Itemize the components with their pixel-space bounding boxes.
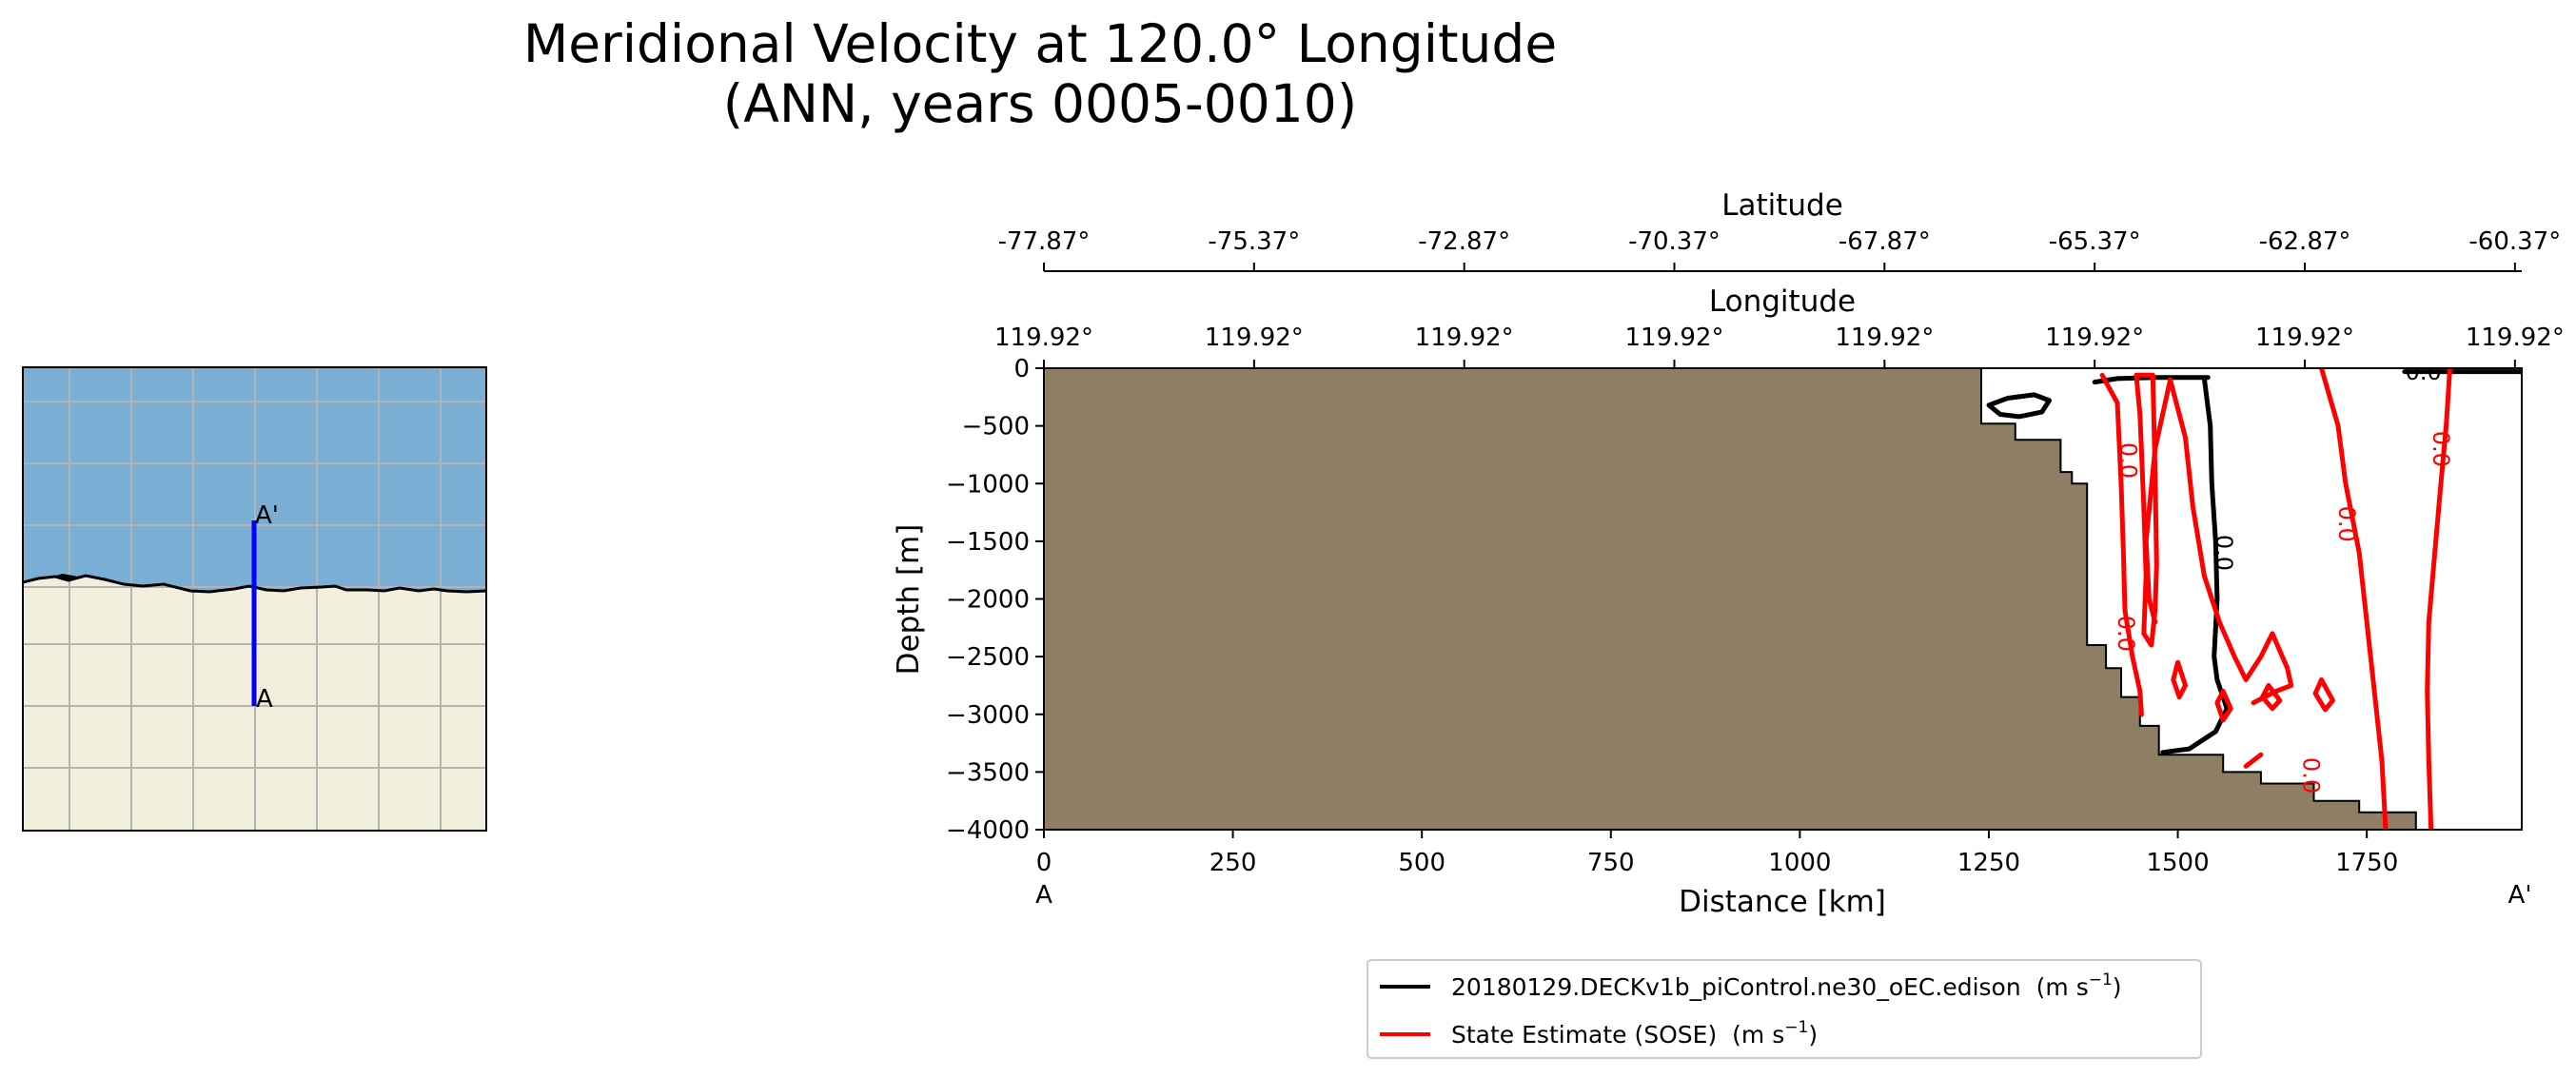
contour-series1-5 [2214, 689, 2233, 723]
legend-entry-model: 20180129.DECKv1b_piControl.ne30_oEC.edis… [1451, 970, 2122, 1001]
longitude-tick-label: 119.92° [1415, 323, 1514, 352]
latitude-tick-label: -65.37° [2049, 227, 2141, 256]
longitude-tick-label: 119.92° [2045, 323, 2144, 352]
longitude-tick-label: 119.92° [1835, 323, 1934, 352]
contour-label-series1-1: 0.0 [2113, 616, 2139, 652]
y-tick-label: −500 [962, 413, 1030, 441]
x-tick-label: 1750 [2335, 849, 2398, 877]
x-tick-label: 500 [1398, 849, 1445, 877]
inset-label-a-prime: A' [255, 501, 279, 530]
contour-series1-3 [2143, 377, 2173, 625]
y-tick-label: −2500 [946, 643, 1030, 672]
contour-label-series0-0: 0.0 [2211, 535, 2237, 571]
legend-sose-units-exp: −1 [1784, 1018, 1808, 1037]
longitude-tick-label: 119.92° [2255, 323, 2354, 352]
contour-series1-7 [2312, 676, 2335, 713]
legend-sose-units-close: ) [1808, 1021, 1818, 1049]
latitude-tick-label: -77.87° [998, 227, 1091, 256]
contour-label-series1-4: 0.0 [2428, 431, 2454, 467]
legend-model-units-exp: −1 [2089, 970, 2113, 990]
latitude-tick-label: -60.37° [2468, 227, 2561, 256]
contour-series1-8 [2319, 368, 2389, 830]
legend-entry-sose: State Estimate (SOSE) (m s−1) [1451, 1018, 1818, 1049]
legend-model-units: (m s [2036, 973, 2089, 1001]
latitude-tick-label: -62.87° [2259, 227, 2351, 256]
y-axis-label: Depth [m] [892, 524, 926, 676]
x-tick-label: 1000 [1768, 849, 1831, 877]
x-tick-label: 1500 [2146, 849, 2209, 877]
y-tick-label: 0 [1013, 355, 1030, 383]
contour-series1-10 [2243, 752, 2264, 769]
longitude-tick-label: 119.92° [2466, 323, 2565, 352]
latitude-tick-label: -72.87° [1418, 227, 1510, 256]
x-tick-label: 0 [1036, 849, 1052, 877]
contour-series1-1 [2134, 372, 2159, 648]
contour-series0-0 [1986, 392, 2052, 420]
legend-model-units-close: ) [2113, 973, 2122, 1001]
longitude-axis: Longitude 119.92° 119.92° 119.92° 119.92° 11… [994, 284, 2565, 368]
longitude-axis-label: Longitude [1709, 284, 1856, 319]
legend-frame [1367, 959, 2202, 1059]
contour-series1-2 [2168, 377, 2294, 706]
latitude-axis: Latitude -77.87° -75.37° -72.87° -70.37° -67… [998, 188, 2561, 272]
contour-series1-6 [2260, 682, 2283, 712]
contour-series0-1 [2160, 376, 2230, 755]
contour-label-series0-1: 0.0 [2406, 359, 2442, 385]
inset-map: A' A [22, 366, 487, 832]
contour-lines [1986, 368, 2522, 830]
longitude-ticks: 119.92° 119.92° 119.92° 119.92° 119.92° 119.9… [994, 323, 2565, 368]
x-axis-label: Distance [km] [1679, 885, 1886, 919]
contour-label-series1-0: 0.0 [2114, 442, 2141, 479]
inset-frame [22, 366, 487, 832]
contour-label-series1-2: 0.0 [2298, 757, 2325, 794]
longitude-tick-label: 119.92° [1205, 323, 1304, 352]
latitude-ticks: -77.87° -75.37° -72.87° -70.37° -67.87° -65.3… [998, 227, 2561, 271]
legend: 20180129.DECKv1b_piControl.ne30_oEC.edis… [1367, 959, 2202, 1059]
plot-area: 0.0 0.0 0.0 0.0 0.0 0.0 0.0 0 250 500 750 1000 1250… [892, 355, 2531, 919]
x-tick-label: 1250 [1957, 849, 2020, 877]
longitude-tick-label: 119.92° [1625, 323, 1724, 352]
inset-label-a: A [256, 685, 273, 714]
legend-model-name: 20180129.DECKv1b_piControl.ne30_oEC.edis… [1451, 973, 2021, 1001]
contour-label-series1-3: 0.0 [2333, 506, 2360, 542]
y-tick-label: −4000 [946, 816, 1030, 845]
latitude-tick-label: -75.37° [1208, 227, 1300, 256]
longitude-tick-label: 119.92° [994, 323, 1093, 352]
latitude-tick-label: -70.37° [1628, 227, 1721, 256]
inset-ice-shelf [52, 574, 78, 579]
y-tick-label: −3500 [946, 758, 1030, 787]
y-tick-label: −2000 [946, 586, 1030, 615]
y-tick-label: −1000 [946, 470, 1030, 499]
inset-gridlines [23, 367, 486, 831]
figure-title-line2: (ANN, years 0005-0010) [723, 73, 1357, 134]
y-tick-label: −3000 [946, 701, 1030, 730]
legend-sose-units: (m s [1732, 1021, 1784, 1049]
contour-series1-4 [2171, 659, 2188, 700]
legend-sose-name: State Estimate (SOSE) [1451, 1021, 1717, 1049]
contour-labels: 0.0 0.0 0.0 0.0 0.0 0.0 0.0 [2113, 359, 2454, 794]
y-tick-label: −1500 [946, 528, 1030, 557]
y-axis-ticks: 0 −500 −1000 −1500 −2000 −2500 −3000 −3500 −4000 [946, 355, 1044, 845]
x-axis-ticks: 0 250 500 750 1000 1250 1500 1750 [1036, 830, 2398, 877]
latitude-axis-label: Latitude [1721, 188, 1843, 223]
contour-series1-9 [2425, 368, 2452, 830]
figure-title-line1: Meridional Velocity at 120.0° Longitude [523, 13, 1557, 74]
x-endpoint-label-a: A [1035, 881, 1052, 910]
x-tick-label: 750 [1587, 849, 1635, 877]
x-endpoint-label-a-prime: A' [2508, 881, 2532, 910]
latitude-tick-label: -67.87° [1839, 227, 1931, 256]
contour-series1-0 [2099, 372, 2144, 717]
inset-coastline [23, 574, 486, 594]
x-tick-label: 250 [1209, 849, 1257, 877]
